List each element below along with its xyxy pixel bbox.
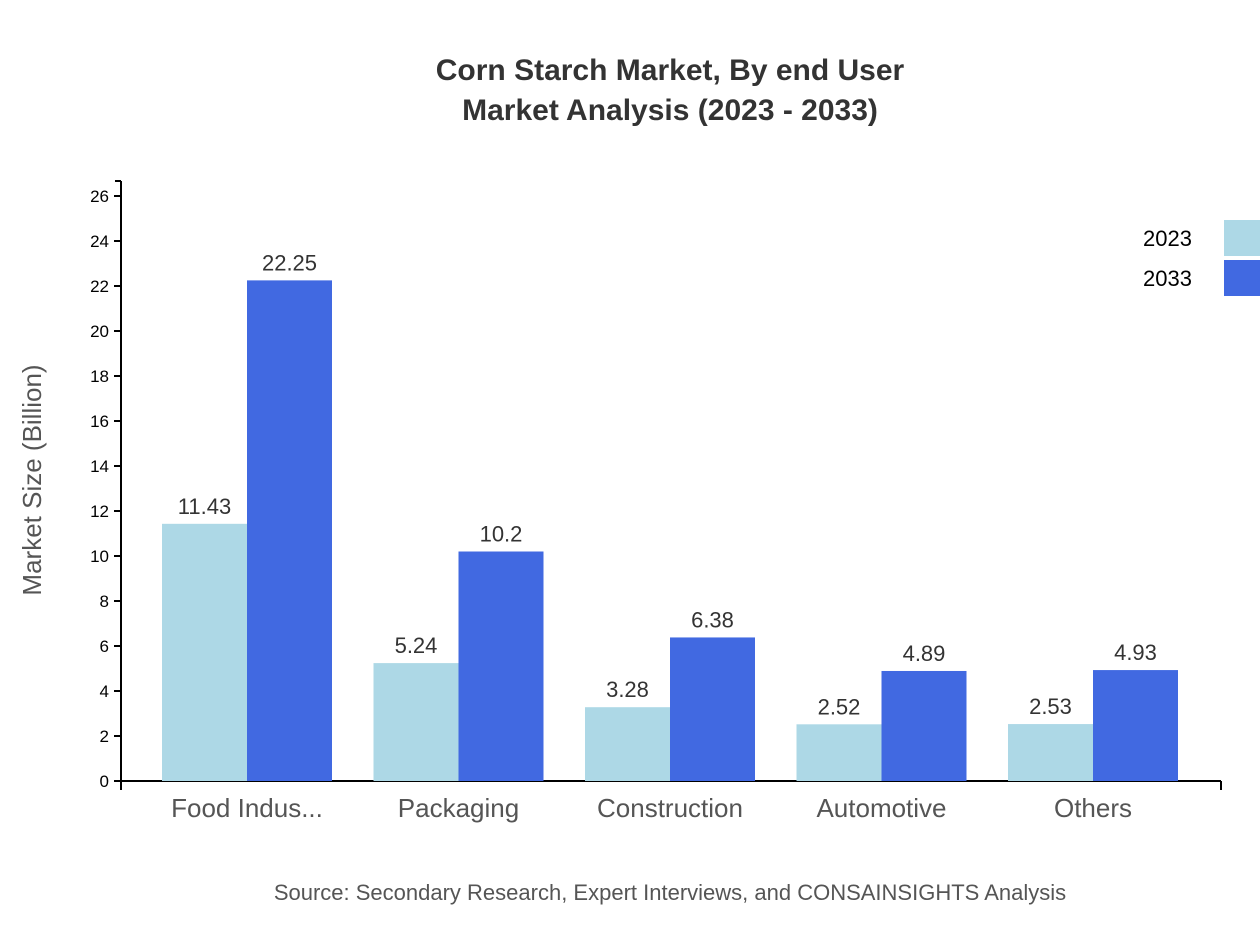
bar-2023 (162, 523, 247, 781)
legend-swatch-2023 (1224, 220, 1260, 256)
y-axis-label: Market Size (Billion) (17, 364, 47, 595)
bar-2033 (881, 670, 967, 781)
bar-2033 (670, 637, 755, 781)
x-tick-label: Packaging (398, 793, 519, 823)
y-tick-label: 16 (90, 412, 109, 431)
x-tick-label: Others (1054, 793, 1132, 823)
bar-2033 (247, 280, 332, 781)
y-tick-label: 4 (100, 682, 109, 701)
legend-label: 2023 (1143, 226, 1192, 251)
data-label: 5.24 (395, 633, 438, 658)
source-note: Source: Secondary Research, Expert Inter… (274, 880, 1066, 905)
data-label: 22.25 (262, 250, 317, 275)
data-label: 11.43 (178, 494, 231, 519)
data-label: 4.93 (1114, 640, 1157, 665)
bar-2023 (373, 663, 459, 781)
bar-2023 (796, 724, 882, 781)
y-tick-label: 26 (90, 187, 109, 206)
y-tick-label: 20 (90, 322, 109, 341)
y-tick-label: 8 (100, 592, 109, 611)
bar-2023 (1008, 724, 1093, 781)
data-label: 2.52 (818, 694, 861, 719)
y-tick-label: 22 (90, 277, 109, 296)
data-label: 4.89 (903, 641, 946, 666)
y-tick-label: 12 (90, 502, 109, 521)
y-tick-label: 2 (100, 727, 109, 746)
bar-2033 (1093, 670, 1178, 781)
y-tick-label: 10 (90, 547, 109, 566)
y-tick-label: 14 (90, 457, 109, 476)
bar-2023 (585, 707, 670, 781)
data-label: 6.38 (691, 607, 734, 632)
data-label: 3.28 (606, 677, 649, 702)
chart-title: Corn Starch Market, By end User (436, 54, 905, 87)
x-tick-label: Automotive (816, 793, 946, 823)
x-tick-label: Food Indus... (171, 793, 323, 823)
legend-label: 2033 (1143, 266, 1192, 291)
y-tick-label: 18 (90, 367, 109, 386)
x-tick-label: Construction (597, 793, 743, 823)
chart-subtitle: Market Analysis (2023 - 2033) (462, 94, 878, 127)
legend-swatch-2033 (1224, 260, 1260, 296)
y-tick-label: 24 (90, 232, 109, 251)
data-label: 2.53 (1029, 694, 1072, 719)
y-tick-label: 6 (100, 637, 109, 656)
y-tick-label: 0 (100, 772, 109, 791)
bar-2033 (458, 551, 544, 781)
data-label: 10.2 (480, 522, 523, 547)
